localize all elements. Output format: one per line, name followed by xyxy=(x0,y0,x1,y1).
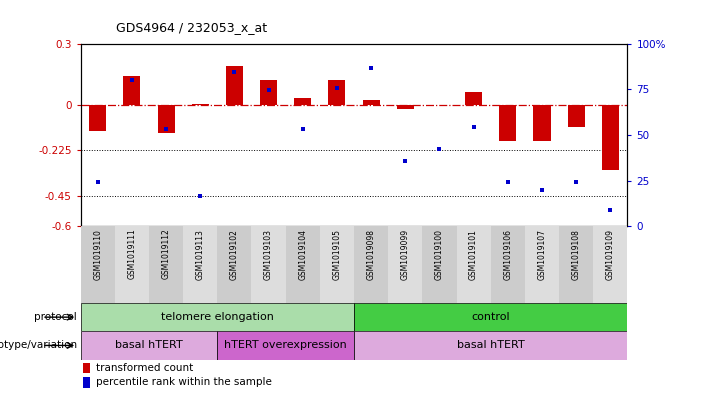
Bar xyxy=(183,226,217,303)
Text: GSM1019112: GSM1019112 xyxy=(161,229,170,279)
Text: percentile rank within the sample: percentile rank within the sample xyxy=(95,377,271,387)
Bar xyxy=(83,362,90,373)
Bar xyxy=(286,226,320,303)
Text: basal hTERT: basal hTERT xyxy=(457,340,524,351)
Text: GSM1019098: GSM1019098 xyxy=(367,229,376,280)
Bar xyxy=(354,331,627,360)
Bar xyxy=(568,105,585,127)
Point xyxy=(605,207,616,213)
Bar xyxy=(456,226,491,303)
Text: GSM1019100: GSM1019100 xyxy=(435,229,444,280)
Bar xyxy=(83,377,90,387)
Bar xyxy=(328,80,346,105)
Bar xyxy=(593,226,627,303)
Text: GSM1019106: GSM1019106 xyxy=(503,229,512,280)
Text: transformed count: transformed count xyxy=(95,363,193,373)
Text: control: control xyxy=(471,312,510,322)
Text: GSM1019108: GSM1019108 xyxy=(571,229,580,279)
Point xyxy=(195,193,206,199)
Bar xyxy=(397,105,414,108)
Text: GSM1019099: GSM1019099 xyxy=(401,229,410,280)
Text: protocol: protocol xyxy=(34,312,77,322)
Text: genotype/variation: genotype/variation xyxy=(0,340,77,351)
Point xyxy=(332,85,343,92)
Text: GSM1019109: GSM1019109 xyxy=(606,229,615,280)
Point xyxy=(92,178,103,185)
Point xyxy=(502,178,513,185)
Bar xyxy=(158,105,175,133)
Bar xyxy=(81,226,115,303)
Bar xyxy=(601,105,619,169)
Bar xyxy=(81,331,217,360)
Bar xyxy=(354,226,388,303)
Text: basal hTERT: basal hTERT xyxy=(115,340,183,351)
Bar xyxy=(260,80,277,105)
Bar xyxy=(81,303,354,331)
Bar xyxy=(354,303,627,331)
Text: GSM1019111: GSM1019111 xyxy=(128,229,137,279)
Bar xyxy=(149,226,183,303)
Bar xyxy=(525,226,559,303)
Bar xyxy=(320,226,354,303)
Bar xyxy=(559,226,593,303)
Bar xyxy=(362,101,380,105)
Point xyxy=(229,69,240,75)
Bar xyxy=(217,226,252,303)
Bar xyxy=(191,103,209,105)
Point xyxy=(297,126,308,132)
Point xyxy=(263,87,274,94)
Text: GSM1019103: GSM1019103 xyxy=(264,229,273,280)
Text: GSM1019105: GSM1019105 xyxy=(332,229,341,280)
Text: GSM1019107: GSM1019107 xyxy=(538,229,547,280)
Text: GSM1019110: GSM1019110 xyxy=(93,229,102,279)
Bar xyxy=(465,92,482,105)
Text: GSM1019102: GSM1019102 xyxy=(230,229,239,279)
Text: GDS4964 / 232053_x_at: GDS4964 / 232053_x_at xyxy=(116,21,267,34)
Bar xyxy=(294,98,311,105)
Text: GSM1019113: GSM1019113 xyxy=(196,229,205,279)
Bar xyxy=(115,226,149,303)
Bar xyxy=(226,66,243,105)
Point xyxy=(126,77,137,83)
Bar xyxy=(123,76,140,105)
Point xyxy=(161,126,172,132)
Point xyxy=(468,124,479,130)
Bar xyxy=(217,331,354,360)
Text: GSM1019104: GSM1019104 xyxy=(298,229,307,280)
Text: GSM1019101: GSM1019101 xyxy=(469,229,478,279)
Bar xyxy=(533,105,550,141)
Point xyxy=(400,158,411,165)
Text: telomere elongation: telomere elongation xyxy=(161,312,274,322)
Bar xyxy=(499,105,517,141)
Bar xyxy=(491,226,525,303)
Point xyxy=(536,187,547,193)
Bar xyxy=(422,226,456,303)
Bar xyxy=(252,226,286,303)
Text: hTERT overexpression: hTERT overexpression xyxy=(224,340,347,351)
Bar xyxy=(89,105,107,131)
Bar xyxy=(388,226,422,303)
Point xyxy=(571,178,582,185)
Point xyxy=(434,146,445,152)
Point xyxy=(365,65,376,71)
